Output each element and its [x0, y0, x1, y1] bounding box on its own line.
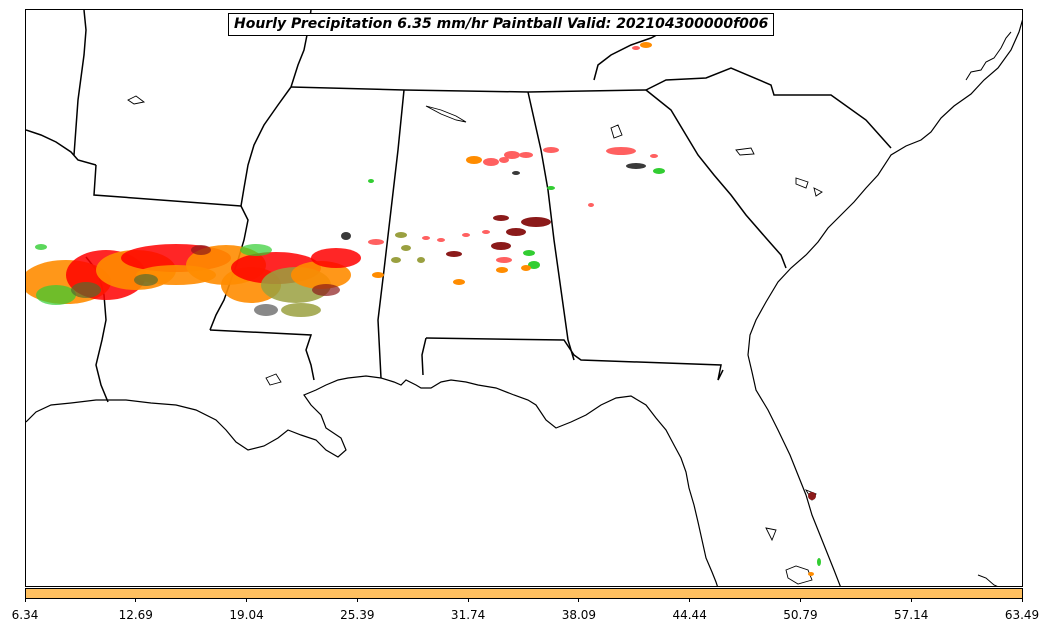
colorbar	[25, 588, 1023, 599]
colorbar-tick-label: 50.79	[783, 608, 818, 622]
colorbar-tick-mark	[910, 598, 912, 602]
map-title: Hourly Precipitation 6.35 mm/hr Paintbal…	[228, 13, 775, 36]
gulf-coastline	[26, 375, 718, 586]
colorbar-tick-label: 12.69	[118, 608, 153, 622]
colorbar-tick-mark	[467, 598, 469, 602]
map-canvas	[26, 10, 1022, 586]
colorbar-tick-label: 38.09	[561, 608, 597, 622]
colorbar-tick-mark	[1021, 598, 1023, 602]
state-borders	[26, 10, 892, 403]
colorbar-tick-mark	[135, 598, 137, 602]
precip-band-west	[26, 244, 361, 317]
colorbar-tick-mark	[799, 598, 801, 602]
atlantic-coastline-north	[965, 31, 1012, 81]
colorbar-tick-label: 44.44	[672, 608, 707, 622]
colorbar-tick-mark	[24, 598, 26, 602]
colorbar-tick-label: 31.74	[450, 608, 486, 622]
colorbar-tick-mark	[246, 598, 248, 602]
precip-scattered-cells	[341, 42, 821, 576]
colorbar-tick-label: 19.04	[229, 608, 264, 622]
atlantic-coastline	[747, 19, 1022, 586]
florida-keys-coast	[977, 574, 998, 586]
colorbar-tick-mark	[578, 598, 580, 602]
colorbar-tick-label: 6.34	[11, 608, 39, 622]
colorbar-tick-mark	[689, 598, 691, 602]
colorbar-tick-label: 63.49	[1004, 608, 1040, 622]
lakes	[127, 95, 823, 585]
colorbar-tick-label: 25.39	[340, 608, 375, 622]
colorbar-ticks: 6.34 12.69 19.04 25.39 31.74 38.09 44.44 50.79 5…	[0, 598, 1053, 633]
colorbar-tick-label: 57.14	[894, 608, 929, 622]
colorbar-tick-mark	[356, 598, 358, 602]
map-panel	[25, 9, 1023, 587]
